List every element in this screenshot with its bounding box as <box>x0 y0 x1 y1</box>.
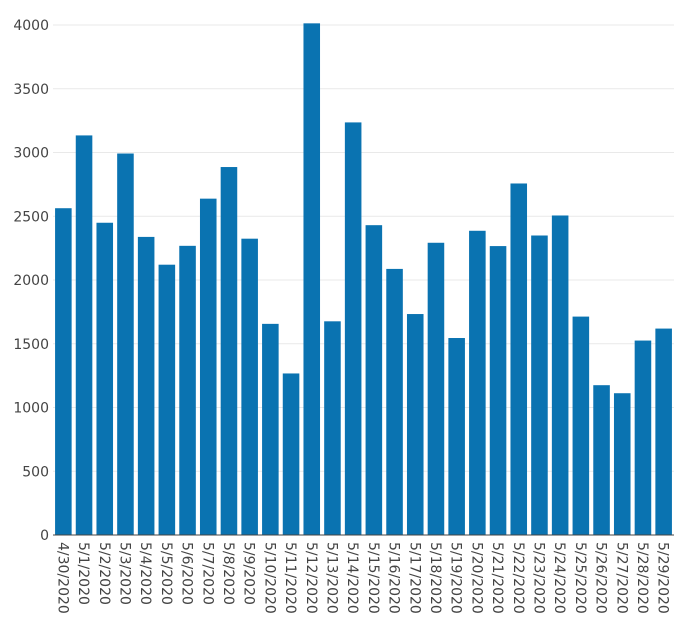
bar-5/23/2020 <box>531 235 548 535</box>
bar-5/15/2020 <box>365 225 383 536</box>
bar-5/21/2020 <box>489 246 507 535</box>
bar-5/25/2020 <box>572 316 590 535</box>
x-tick-label: 5/5/2020 <box>158 542 174 605</box>
bar-5/17/2020 <box>406 314 424 535</box>
bar-5/20/2020 <box>469 230 486 535</box>
bar-5/28/2020 <box>634 340 652 535</box>
x-tick-label: 5/12/2020 <box>303 542 319 614</box>
bar-5/3/2020 <box>117 153 134 535</box>
y-tick-label: 0 <box>40 528 49 544</box>
bar-5/12/2020 <box>303 23 321 536</box>
x-tick-label: 5/28/2020 <box>634 542 650 614</box>
bar-5/10/2020 <box>262 323 279 535</box>
x-tick-label: 5/19/2020 <box>448 542 464 614</box>
y-tick-label: 3000 <box>13 146 49 162</box>
x-tick-label: 5/9/2020 <box>241 542 257 605</box>
y-tick-label: 4000 <box>13 18 49 34</box>
bar-5/27/2020 <box>613 393 631 535</box>
y-tick-label: 3500 <box>13 82 49 98</box>
x-tick-label: 5/16/2020 <box>386 542 402 614</box>
bar-5/13/2020 <box>324 321 341 535</box>
bar-5/16/2020 <box>386 268 403 535</box>
x-tick-label: 5/25/2020 <box>572 542 588 614</box>
bar-5/1/2020 <box>75 135 93 536</box>
bar-5/4/2020 <box>137 236 155 535</box>
x-tick-label: 5/8/2020 <box>220 542 236 605</box>
bar-5/19/2020 <box>448 338 465 535</box>
x-tick-label: 5/29/2020 <box>655 542 671 614</box>
x-tick-label: 5/2/2020 <box>96 542 112 605</box>
bar-5/7/2020 <box>199 198 217 535</box>
x-tick-label: 5/3/2020 <box>116 542 132 605</box>
x-tick-label: 5/14/2020 <box>344 542 360 614</box>
x-tick-label: 5/27/2020 <box>613 542 629 614</box>
bar-5/14/2020 <box>344 122 362 535</box>
y-tick-label: 1000 <box>13 401 49 417</box>
gridlines <box>53 24 674 472</box>
x-tick-labels: 4/30/2020 5/1/2020 5/2/2020 5/3/2020 5/4/202… <box>54 542 670 614</box>
x-tick-label: 5/18/2020 <box>427 542 443 614</box>
bar-5/11/2020 <box>282 373 300 535</box>
y-tick-label: 2000 <box>13 273 49 289</box>
x-tick-label: 5/10/2020 <box>261 542 277 614</box>
bar-5/8/2020 <box>220 167 238 535</box>
x-tick-label: 5/13/2020 <box>323 542 339 614</box>
y-tick-label: 500 <box>22 464 49 480</box>
bar-5/22/2020 <box>510 183 528 536</box>
bar-5/24/2020 <box>551 215 569 536</box>
x-tick-label: 5/6/2020 <box>179 542 195 605</box>
bar-5/5/2020 <box>158 264 176 535</box>
x-tick-label: 5/15/2020 <box>365 542 381 614</box>
x-tick-label: 5/1/2020 <box>75 542 91 605</box>
x-tick-label: 5/4/2020 <box>137 542 153 605</box>
x-tick-label: 5/24/2020 <box>551 542 567 614</box>
bar-4/30/2020 <box>55 208 72 535</box>
y-tick-label: 1500 <box>13 337 49 353</box>
y-tick-labels: 0 500 1000 1500 2000 2500 3000 3500 4000 <box>13 18 49 544</box>
bar-5/9/2020 <box>241 238 258 535</box>
x-tick-label: 5/26/2020 <box>593 542 609 614</box>
x-tick-label: 5/7/2020 <box>199 542 215 605</box>
bar-5/26/2020 <box>593 385 610 535</box>
y-tick-label: 2500 <box>13 209 49 225</box>
x-tick-label: 5/21/2020 <box>489 542 505 614</box>
bar-5/2/2020 <box>96 222 114 535</box>
x-tick-label: 5/22/2020 <box>510 542 526 614</box>
bar-5/6/2020 <box>179 245 196 535</box>
bar-5/18/2020 <box>427 242 445 535</box>
x-tick-label: 5/17/2020 <box>406 542 422 614</box>
bars <box>55 23 672 536</box>
x-tick-label: 5/11/2020 <box>282 542 298 614</box>
x-tick-label: 5/23/2020 <box>530 542 546 614</box>
bar-5/29/2020 <box>655 328 672 535</box>
x-tick-label: 4/30/2020 <box>54 542 70 614</box>
x-tick-label: 5/20/2020 <box>468 542 484 614</box>
